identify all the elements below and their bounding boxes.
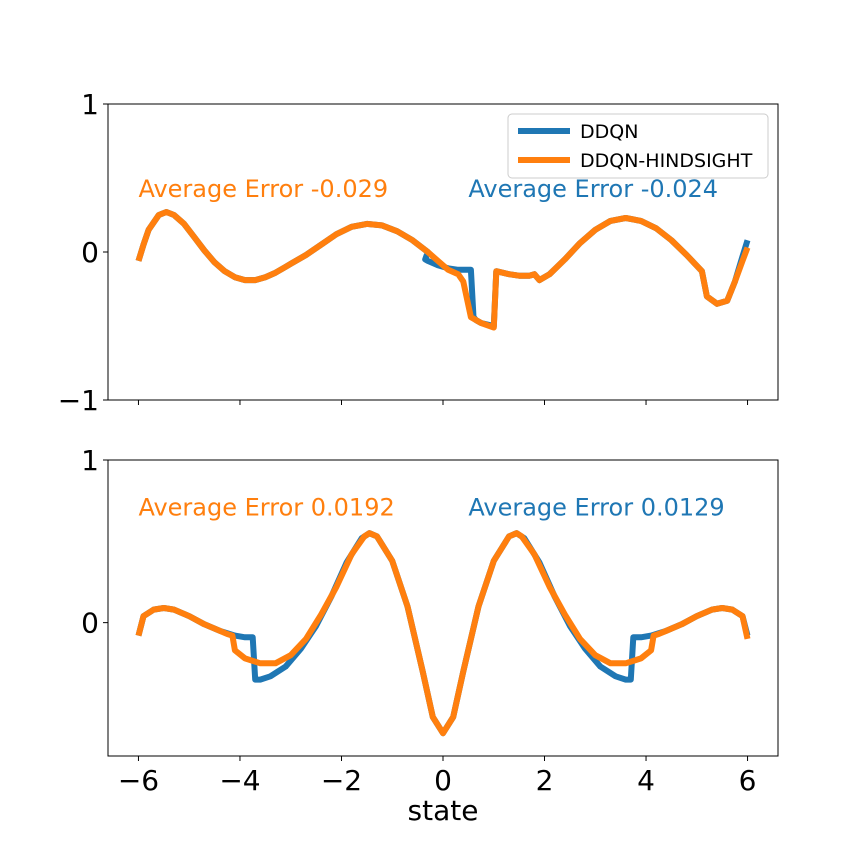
legend-box: [507, 113, 769, 179]
x-tick-label: 0: [434, 764, 452, 797]
legend-label: DDQN-HINDSIGHT: [580, 150, 753, 172]
average-error-annotation: Average Error -0.024: [468, 175, 718, 203]
y-tick-label: 0: [81, 607, 99, 640]
x-tick-label: 2: [536, 764, 554, 797]
x-tick-label: 4: [637, 764, 655, 797]
series-line-ddqn-hindsight: [135, 209, 751, 331]
y-tick-label: 0: [81, 236, 99, 269]
bottom-panel: 1 0 −6 −4 −2 0 2 4 6 state Average Error 0.0192 Ave…: [81, 444, 779, 827]
average-error-annotation: Average Error 0.0192: [138, 493, 394, 521]
x-tick-label: 6: [739, 764, 757, 797]
x-tick-label: −4: [219, 764, 260, 797]
y-tick-label: −1: [58, 384, 99, 417]
legend-label: DDQN: [580, 121, 638, 143]
x-axis-label: state: [408, 794, 479, 827]
average-error-annotation: Average Error 0.0129: [468, 493, 724, 521]
x-tick-label: −2: [321, 764, 362, 797]
y-tick-label: 1: [81, 444, 99, 477]
series-line-ddqn-hindsight: [135, 530, 751, 737]
top-panel: 1 0 −1 Average Error -0.029 Average Error -0…: [58, 88, 779, 417]
average-error-annotation: Average Error -0.029: [138, 175, 388, 203]
x-tick-label: −6: [118, 764, 159, 797]
y-tick-label: 1: [81, 88, 99, 121]
